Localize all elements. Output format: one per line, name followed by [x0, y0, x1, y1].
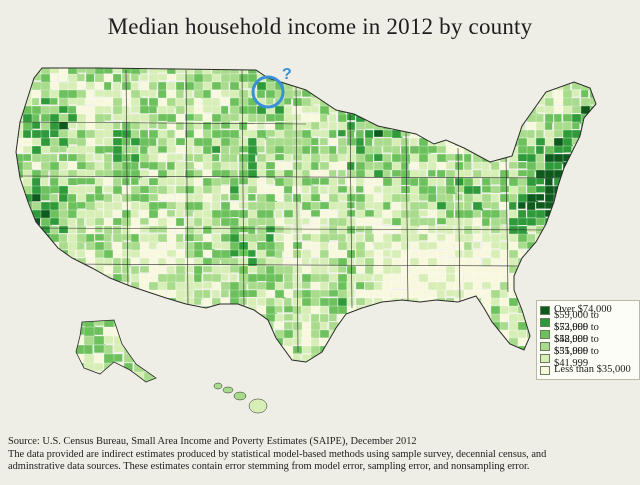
legend-swatch [540, 317, 550, 327]
legend-item-over-74000: Over $74,000 [540, 304, 634, 316]
conterminous-us [16, 68, 596, 362]
state-borders [19, 69, 567, 353]
legend-label: Over $74,000 [554, 304, 612, 315]
hawaii [213, 382, 268, 414]
legend-swatch [540, 305, 550, 315]
legend-swatch [540, 341, 550, 351]
legend-swatch [540, 353, 550, 363]
source-footnote: Source: U.S. Census Bureau, Small Area I… [8, 436, 636, 474]
legend-item-59000-73999: $59,000 to $73,999 [540, 310, 634, 333]
alaska [75, 319, 157, 383]
legend-swatch [540, 365, 550, 375]
county-fill-layer [16, 68, 596, 362]
legend-label: Less than $35,000 [554, 364, 631, 375]
methodology-line: The data provided are indirect estimates… [8, 448, 547, 460]
legend-item-42000-51999: $42,000 to $51,999 [540, 334, 634, 357]
legend-label: $52,000 to $58,999 [554, 322, 599, 345]
legend-swatch [540, 329, 550, 339]
question-mark: ? [282, 66, 292, 83]
legend-label: $42,000 to $51,999 [554, 334, 599, 357]
legend-label: $59,000 to $73,999 [554, 310, 599, 333]
legend-item-35000-41999: $35,000 to $41,999 [540, 346, 634, 369]
highlight-circle: ? [251, 66, 292, 109]
map-title: Median household income in 2012 by count… [107, 14, 533, 39]
legend-label: $35,000 to $41,999 [554, 346, 599, 369]
legend-item-52000-58999: $52,000 to $58,999 [540, 322, 634, 345]
legend-item-less-than-35000: Less than $35,000 [540, 364, 634, 376]
income-legend: Over $74,000 $59,000 to $73,999 $52,000 … [536, 300, 640, 380]
highlight-ring [251, 75, 285, 109]
source-line: Source: U.S. Census Bureau, Small Area I… [8, 436, 417, 447]
methodology-line: adminstrative data sources. These estima… [8, 461, 530, 473]
